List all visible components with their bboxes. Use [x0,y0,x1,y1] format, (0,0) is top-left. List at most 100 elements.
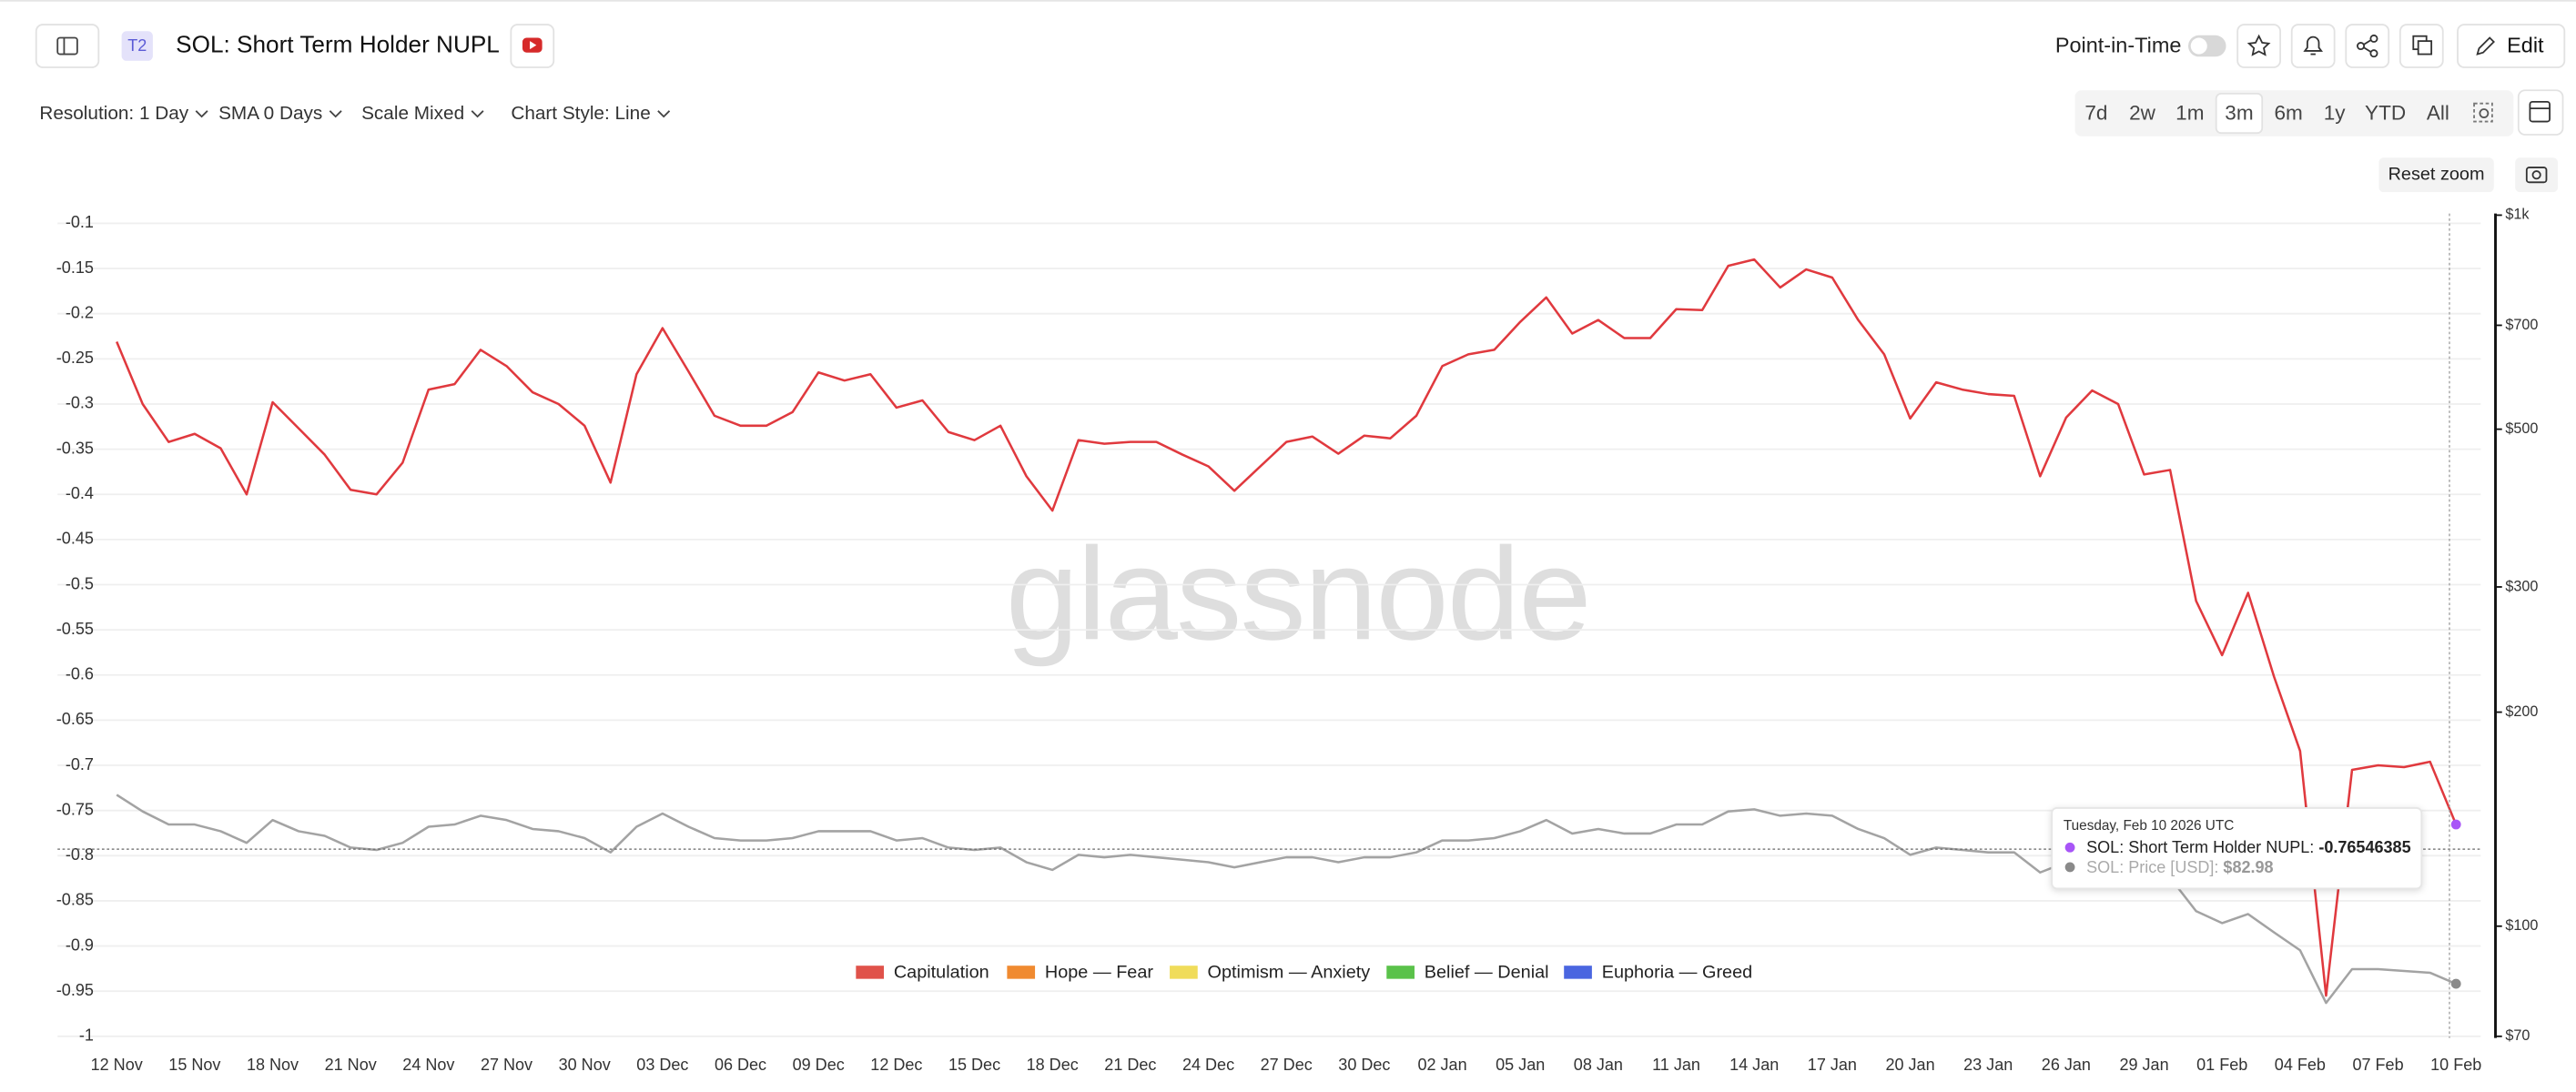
y-tick-label: -0.2 [66,303,94,321]
y2-tick-label: $70 [2505,1027,2530,1044]
x-tick-label: 15 Dec [948,1056,1000,1074]
screenshot-button[interactable] [2515,157,2559,193]
watermark: glassnode [1006,520,1590,667]
filter-label: SMA 0 Days [218,103,322,124]
page-title: SOL: Short Term Holder NUPL [176,30,500,57]
range-button[interactable]: 7d [2084,101,2107,124]
plot: -0.1 -0.15 -0.2 -0.25 -0.3 -0.35 -0.4 -0.45 -0.5… [56,207,2539,1074]
copy-button[interactable] [2399,24,2444,68]
range-button[interactable]: All [2427,101,2449,124]
range-label: All [2427,101,2449,124]
edit-label: Edit [2507,34,2544,57]
y2-tick-label: $700 [2505,317,2538,333]
x-tick-label: 26 Jan [2042,1056,2091,1074]
legend-label: Belief — Denial [1425,963,1549,983]
x-tick-label: 04 Feb [2275,1056,2326,1074]
x-tick-label: 02 Jan [1417,1056,1466,1074]
tooltip-value: -0.76546385 [2318,838,2410,856]
range-button[interactable]: YTD [2365,101,2406,124]
zoom-select-button[interactable] [2470,98,2499,127]
y-tick-label: -0.3 [66,394,94,412]
legend-label: Optimism — Anxiety [1208,963,1371,983]
tooltip-series-name: SOL: Short Term Holder NUPL: [2086,838,2314,856]
filter-dropdown[interactable]: Resolution: 1 Day [39,103,208,124]
x-tick-label: 20 Jan [1885,1056,1934,1074]
edit-button[interactable]: Edit [2457,24,2566,68]
y-tick-label: -0.7 [66,755,94,774]
x-tick-label: 03 Dec [636,1056,688,1074]
x-tick-label: 07 Feb [2352,1056,2403,1074]
sidebar-toggle[interactable] [35,24,100,68]
chevron [329,110,342,118]
range-button[interactable]: 2w [2129,101,2156,124]
legend-swatch [1170,966,1198,979]
y2-tick-label: $300 [2505,578,2538,594]
x-tick-label: 27 Dec [1261,1056,1313,1074]
range-label: 6m [2274,101,2302,124]
x-tick-label: 17 Jan [1808,1056,1857,1074]
filter-dropdown[interactable]: Scale Mixed [361,103,484,124]
y2-tick-label: $500 [2505,420,2538,437]
x-tick-label: 01 Feb [2196,1056,2247,1074]
range-button[interactable]: 1m [2175,101,2204,124]
chevron [195,110,208,118]
calendar-button[interactable] [2517,89,2564,136]
legend-swatch [856,966,885,979]
alert-button[interactable] [2290,24,2336,68]
range-button[interactable]: 1y [2324,101,2347,124]
y-tick-label: -0.8 [66,845,94,864]
point-in-time-toggle[interactable] [2188,35,2226,57]
range-label: 1y [2324,101,2347,124]
tooltip: Tuesday, Feb 10 2026 UTC SOL: Short Term… [2051,807,2423,890]
y-tick-label: -0.9 [66,935,94,954]
tooltip-label: SOL: Price [USD]: $82.98 [2086,858,2273,876]
range-label: YTD [2365,101,2406,124]
range-label: 7d [2084,101,2107,124]
y-tick-label: -0.1 [66,213,94,231]
filters: Resolution: 1 Day SMA 0 Days Scale Mixed Ch… [39,103,671,124]
reset-zoom-label: Reset zoom [2388,164,2485,184]
reset-zoom-button[interactable]: Reset zoom [2378,157,2494,193]
last-point [2450,819,2461,830]
x-tick-label: 09 Dec [793,1056,845,1074]
filter-label: Chart Style: Line [511,103,650,124]
x-tick-label: 12 Nov [91,1056,143,1074]
range-button[interactable]: 6m [2274,101,2302,124]
tooltip-value: $82.98 [2223,858,2273,876]
x-tick-label: 06 Dec [715,1056,766,1074]
filter-dropdown[interactable]: Chart Style: Line [511,103,671,124]
x-tick-label: 21 Dec [1104,1056,1156,1074]
legend-swatch [1007,966,1036,979]
tooltip-dot [2064,862,2075,873]
x-tick-label: 29 Jan [2119,1056,2168,1074]
x-tick-label: 24 Dec [1182,1056,1234,1074]
range-label: 1m [2175,101,2204,124]
tooltip-series-name: SOL: Price [USD]: [2086,858,2218,876]
youtube-button[interactable] [510,24,555,68]
y2-tick-label: $1k [2505,207,2530,223]
ranges: 7d 2w 1m 3m 6m 1y YTD All [2084,92,2449,135]
y-tick-label: -0.65 [56,710,94,728]
y-tick-label: -0.95 [56,981,94,999]
filter-dropdown[interactable]: SMA 0 Days [218,103,342,124]
legend-swatch [1564,966,1592,979]
x-tick-label: 18 Dec [1027,1056,1079,1074]
y-tick-label: -1 [79,1026,94,1045]
y-tick-label: -0.75 [56,800,94,818]
tooltip-label: SOL: Short Term Holder NUPL: -0.76546385 [2086,838,2411,856]
star-button[interactable] [2236,24,2281,68]
x-tick-label: 30 Nov [559,1056,611,1074]
x-tick-label: 27 Nov [481,1056,532,1074]
y-tick-label: -0.6 [66,665,94,683]
chevron [471,110,484,118]
y-tick-label: -0.25 [56,349,94,367]
x-tick-label: 05 Jan [1496,1056,1545,1074]
badge [121,31,153,61]
range-button[interactable]: 3m [2215,92,2264,135]
legend-label: Euphoria — Greed [1602,963,1752,983]
range-group [2074,90,2514,136]
y-tick-label: -0.45 [56,530,94,548]
share-button[interactable] [2345,24,2390,68]
